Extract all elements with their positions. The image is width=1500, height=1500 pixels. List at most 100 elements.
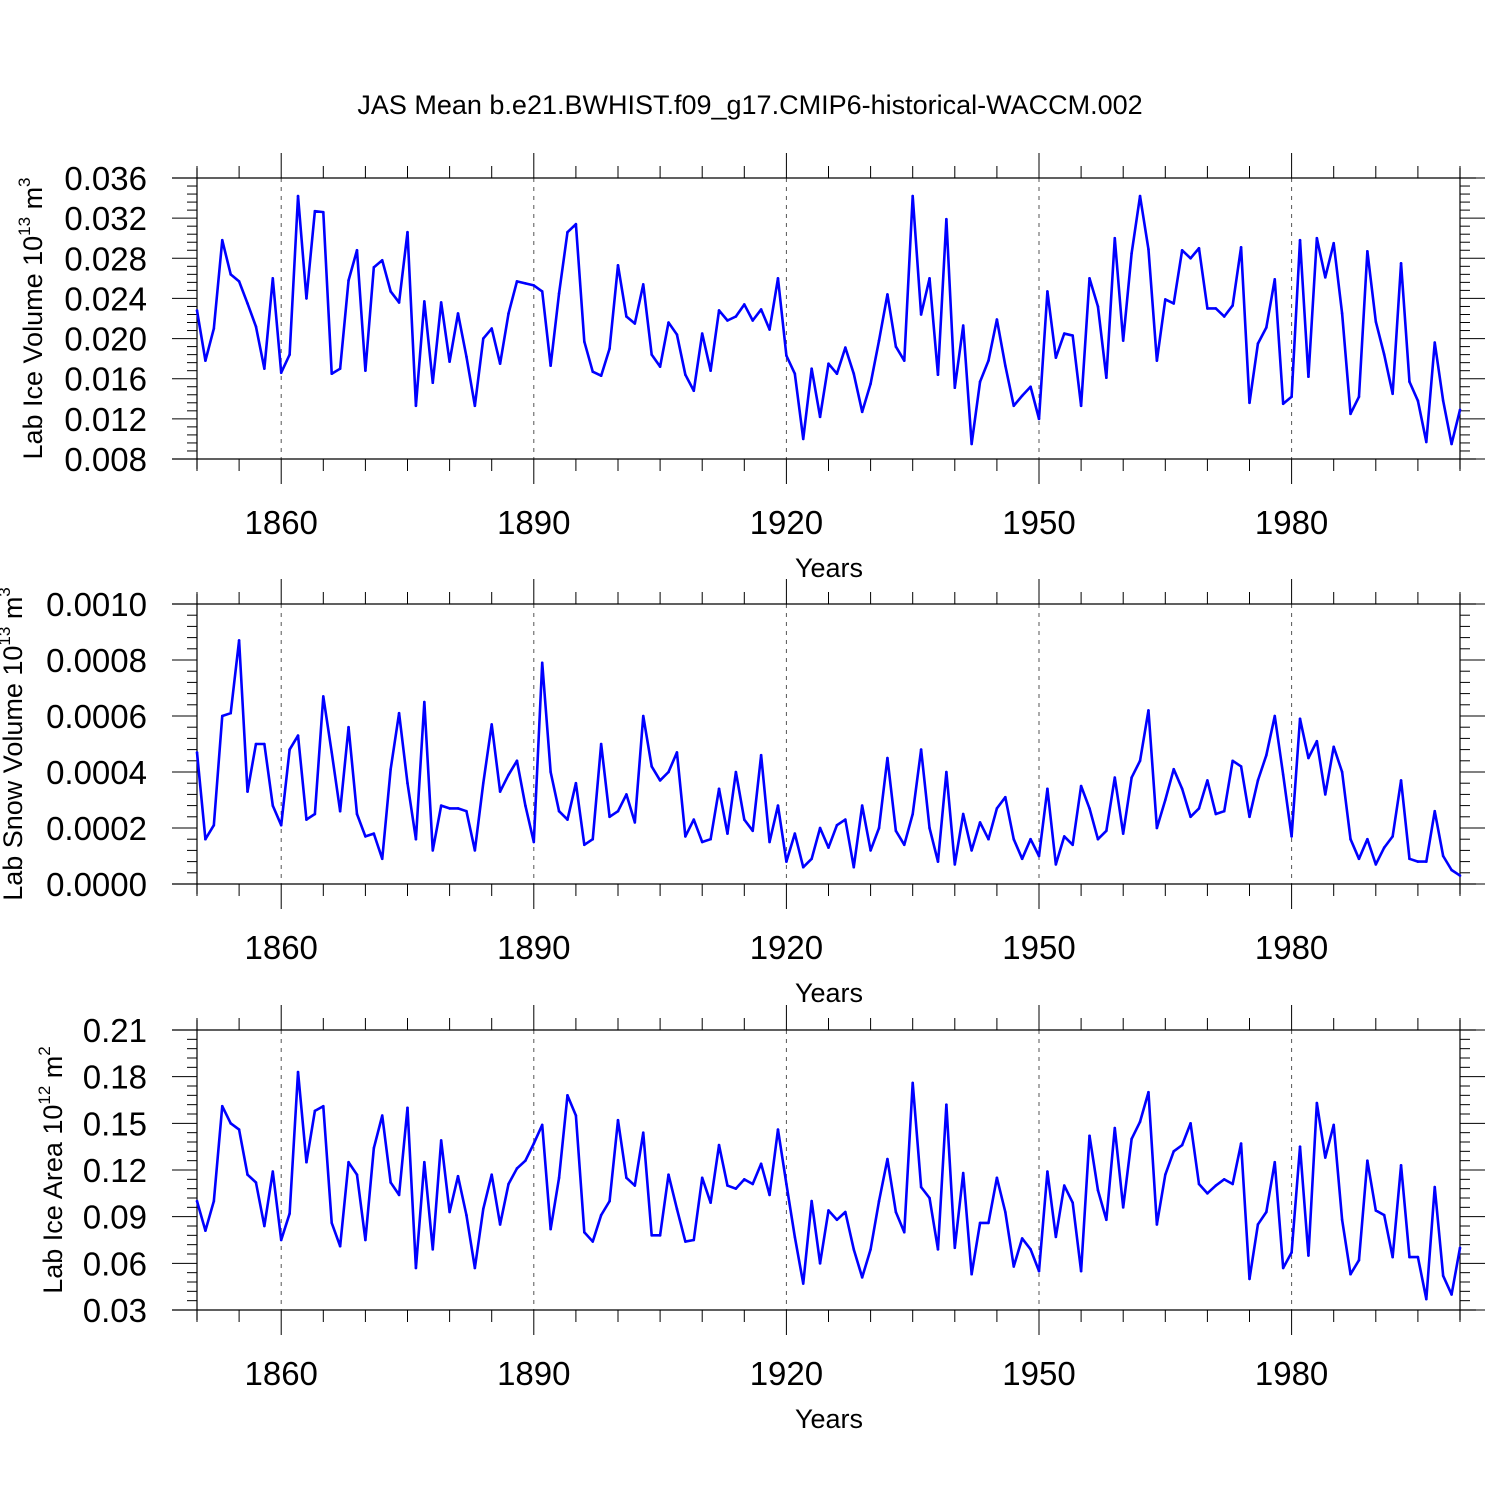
data-point: [970, 849, 973, 852]
data-point: [305, 818, 308, 821]
data-point: [515, 280, 519, 283]
data-point: [507, 773, 510, 777]
data-point: [1113, 1126, 1117, 1130]
data-point: [498, 1223, 502, 1226]
y-tick-label: 0.0004: [46, 754, 147, 791]
data-point: [1366, 249, 1369, 253]
data-point: [372, 1146, 376, 1150]
data-point: [389, 1181, 392, 1184]
data-point: [195, 751, 199, 754]
data-point: [1450, 442, 1453, 446]
data-point: [911, 194, 914, 198]
data-point: [1315, 739, 1319, 743]
data-point: [220, 1104, 224, 1108]
data-point: [641, 714, 645, 718]
x-tick-label: 1860: [244, 929, 317, 966]
data-point: [759, 308, 763, 311]
data-point: [246, 1173, 249, 1176]
data-point: [608, 347, 611, 350]
data-point: [978, 380, 982, 384]
data-point: [1290, 835, 1293, 838]
data-point: [1366, 1159, 1369, 1162]
data-point: [978, 821, 982, 824]
data-point: [751, 319, 755, 322]
data-point: [204, 1229, 207, 1232]
data-point: [448, 807, 451, 810]
data-point: [667, 321, 670, 324]
data-point: [288, 1212, 291, 1215]
data-point: [827, 1209, 830, 1212]
data-point: [1281, 773, 1285, 777]
data-point: [1155, 826, 1159, 830]
data-point: [490, 327, 494, 330]
data-point: [1138, 194, 1142, 198]
data-point: [296, 734, 300, 737]
data-point: [229, 273, 232, 276]
data-point: [801, 437, 805, 441]
data-point: [1130, 776, 1133, 779]
data-point: [768, 840, 771, 844]
data-point: [936, 1248, 940, 1251]
data-point: [961, 1171, 965, 1175]
data-point: [1088, 277, 1091, 280]
data-point: [1307, 375, 1310, 379]
data-point: [801, 865, 805, 869]
data-point: [726, 1184, 729, 1187]
data-point: [1340, 312, 1344, 315]
data-point: [591, 837, 595, 841]
data-point: [684, 1240, 687, 1243]
data-point: [1231, 759, 1234, 763]
series-line: [195, 1070, 1462, 1301]
data-point: [204, 837, 207, 841]
data-point: [902, 359, 906, 362]
data-point: [515, 759, 519, 763]
data-point: [1340, 1218, 1344, 1222]
data-point: [810, 857, 813, 861]
data-point: [1265, 1210, 1268, 1214]
data-point: [818, 826, 822, 830]
data-point: [1248, 815, 1251, 819]
x-tick-label: 1950: [1002, 929, 1075, 966]
data-point: [524, 804, 527, 807]
data-point: [970, 1272, 973, 1276]
data-point: [1425, 1297, 1428, 1301]
data-point: [827, 846, 830, 849]
data-point: [894, 1210, 898, 1214]
data-point: [633, 322, 637, 325]
data-point: [1248, 1277, 1251, 1281]
series-line: [195, 194, 1462, 446]
data-point: [1214, 307, 1218, 310]
data-point: [1265, 753, 1268, 757]
data-point: [1054, 863, 1058, 866]
data-point: [1121, 1206, 1125, 1209]
data-point: [1004, 1210, 1007, 1214]
x-tick-label: 1980: [1255, 929, 1328, 966]
data-point: [608, 1199, 611, 1203]
data-point: [473, 849, 477, 852]
data-point: [1197, 246, 1201, 250]
data-point: [1105, 829, 1108, 833]
data-point: [1349, 412, 1352, 416]
data-point: [1046, 1170, 1049, 1173]
data-point: [667, 1173, 670, 1176]
data-point: [322, 695, 325, 698]
data-point: [355, 248, 359, 252]
x-axis-title: Years: [795, 978, 863, 1008]
data-point: [886, 756, 889, 760]
data-point: [1037, 1269, 1041, 1273]
data-point: [1273, 1160, 1277, 1164]
data-point: [1273, 714, 1277, 718]
y-tick-label: 0.12: [83, 1152, 147, 1189]
series-points: [195, 639, 1462, 877]
data-point: [1012, 837, 1016, 841]
data-point: [1214, 812, 1218, 816]
data-point: [936, 373, 940, 377]
data-point: [1307, 1254, 1310, 1257]
data-point: [498, 362, 502, 365]
data-point: [759, 753, 763, 757]
data-point: [768, 328, 771, 331]
data-point: [557, 1176, 561, 1180]
data-point: [254, 1181, 258, 1184]
data-point: [1020, 394, 1024, 398]
data-point: [936, 860, 940, 863]
